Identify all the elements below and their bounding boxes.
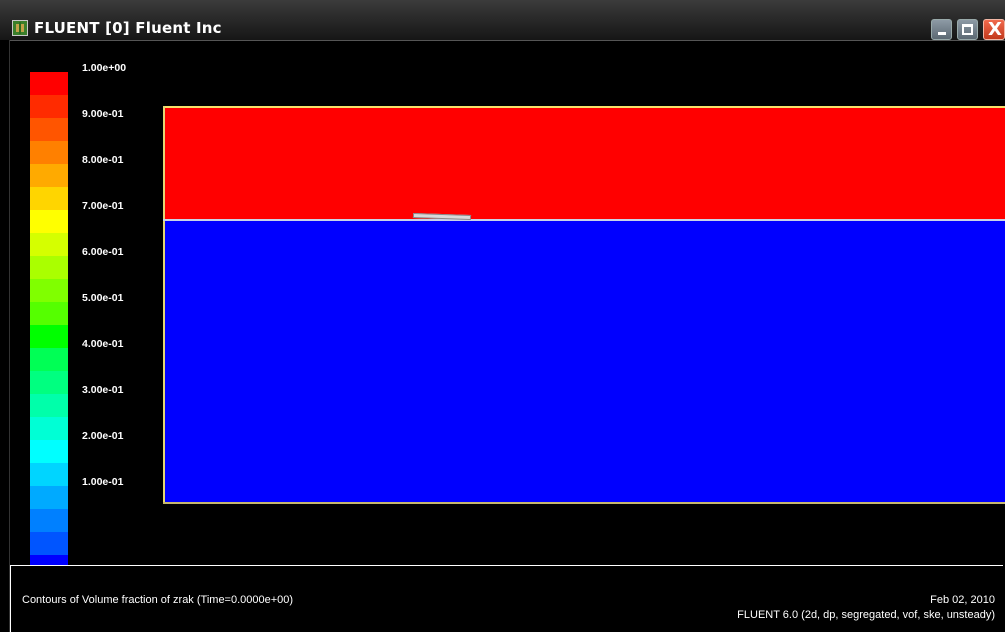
colormap-swatch bbox=[30, 72, 68, 95]
domain-top-boundary bbox=[163, 106, 1005, 108]
colormap-swatch bbox=[30, 141, 68, 164]
window-title: FLUENT [0] Fluent Inc bbox=[34, 19, 222, 37]
colormap-swatch bbox=[30, 118, 68, 141]
domain-bottom-boundary bbox=[163, 502, 1005, 504]
solver-version: FLUENT 6.0 (2d, dp, segregated, vof, ske… bbox=[737, 609, 995, 621]
maximize-icon bbox=[962, 24, 973, 35]
colormap-label: 5.00e-01 bbox=[82, 292, 124, 304]
colormap-label: 6.00e-01 bbox=[82, 246, 124, 258]
close-button[interactable]: X bbox=[983, 19, 1005, 40]
colormap-swatch bbox=[30, 371, 68, 394]
minimize-button[interactable] bbox=[931, 19, 952, 40]
colormap-swatch bbox=[30, 348, 68, 371]
colormap-swatch bbox=[30, 509, 68, 532]
colormap-swatch bbox=[30, 532, 68, 555]
colormap-label: 7.00e-01 bbox=[82, 200, 124, 212]
colormap-swatch bbox=[30, 279, 68, 302]
colormap-swatch bbox=[30, 210, 68, 233]
colormap-swatch bbox=[30, 187, 68, 210]
plot-date: Feb 02, 2010 bbox=[930, 594, 995, 606]
colormap-swatch bbox=[30, 302, 68, 325]
colormap-swatch bbox=[30, 486, 68, 509]
colormap-swatch bbox=[30, 325, 68, 348]
flow-domain bbox=[163, 106, 1005, 504]
title-bar[interactable]: FLUENT [0] Fluent Inc X bbox=[0, 0, 1005, 41]
colormap-swatch bbox=[30, 440, 68, 463]
colormap-label: 3.00e-01 bbox=[82, 384, 124, 396]
colormap-swatch bbox=[30, 394, 68, 417]
colormap-swatch bbox=[30, 417, 68, 440]
colormap-bar bbox=[30, 72, 68, 578]
colormap-swatch bbox=[30, 95, 68, 118]
window-left-border bbox=[0, 40, 10, 632]
colormap-swatch bbox=[30, 164, 68, 187]
phase-interface-line bbox=[163, 219, 1005, 221]
colormap-swatch bbox=[30, 233, 68, 256]
colormap-label: 2.00e-01 bbox=[82, 430, 124, 442]
contour-caption: Contours of Volume fraction of zrak (Tim… bbox=[22, 594, 294, 606]
lower-phase-region bbox=[163, 220, 1005, 504]
colormap-label: 4.00e-01 bbox=[82, 338, 124, 350]
colormap-swatch bbox=[30, 463, 68, 486]
minimize-icon bbox=[938, 32, 946, 35]
close-icon: X bbox=[988, 19, 1002, 40]
domain-left-boundary bbox=[163, 106, 165, 504]
colormap-label: 9.00e-01 bbox=[82, 108, 124, 120]
upper-phase-region bbox=[163, 107, 1005, 219]
fluent-app-icon[interactable] bbox=[12, 20, 28, 36]
colormap-label: 8.00e-01 bbox=[82, 154, 124, 166]
graphics-canvas[interactable]: 1.00e+00 9.00e-01 8.00e-01 7.00e-01 6.00e-01… bbox=[10, 42, 1005, 594]
colormap-label: 1.00e-01 bbox=[82, 476, 124, 488]
info-panel: Contours of Volume fraction of zrak (Tim… bbox=[10, 565, 1003, 632]
maximize-button[interactable] bbox=[957, 19, 978, 40]
colormap-swatch bbox=[30, 256, 68, 279]
colormap-label: 1.00e+00 bbox=[82, 62, 127, 74]
